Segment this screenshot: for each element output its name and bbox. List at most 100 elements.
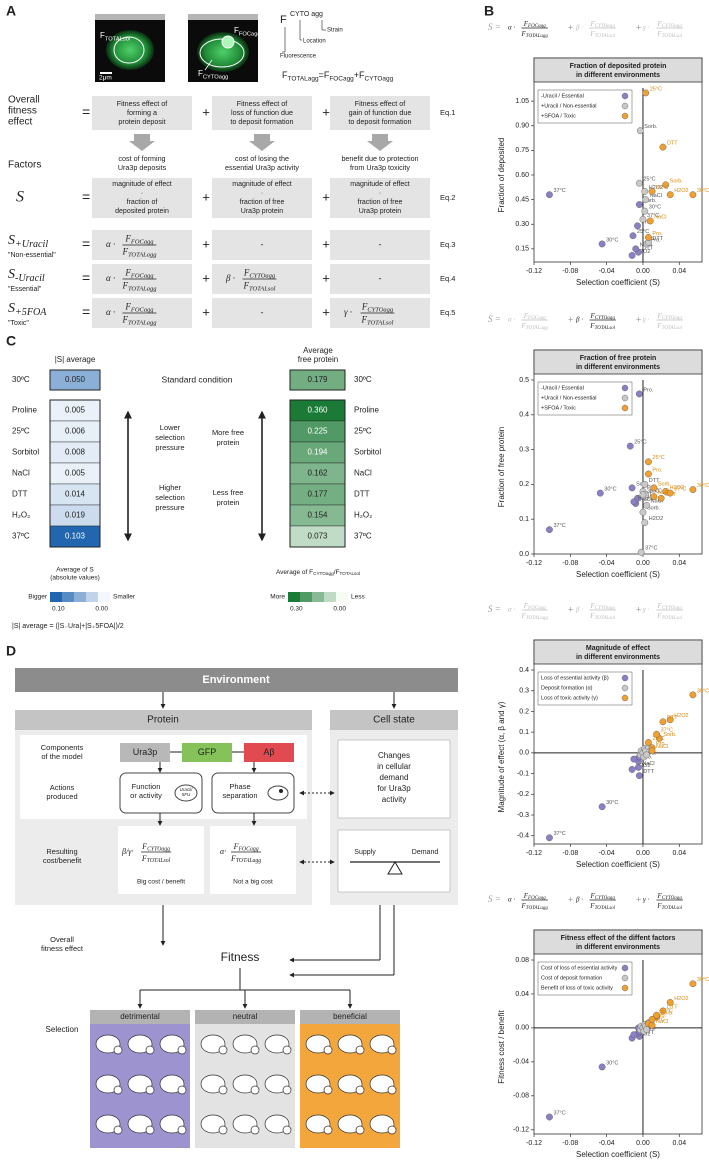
panel-label: D <box>6 643 16 659</box>
x-axis-label: Selection coefficient (S) <box>576 860 660 869</box>
term-coefficient: α · <box>508 24 515 32</box>
label: 5FU <box>182 792 191 797</box>
label: fitness <box>8 106 37 117</box>
point-label: 30°C <box>604 487 616 493</box>
point-label: Sorb. <box>644 124 658 130</box>
data-point <box>598 803 606 811</box>
x-axis-label: Selection coefficient (S) <box>576 1150 660 1159</box>
text-part: CYTOagg <box>249 273 276 280</box>
point-label: 25°C <box>637 229 649 235</box>
yeast-bud <box>177 1085 187 1095</box>
data-point <box>642 196 650 204</box>
denominator: FTOTALsol <box>656 322 682 332</box>
text-part: S <box>8 267 15 282</box>
text-part: FOCagg <box>329 75 354 82</box>
text-part: CYTOagg <box>662 895 683 901</box>
point-label: 37°C <box>647 213 659 219</box>
point-label: 30°C <box>649 205 661 211</box>
data-point <box>666 716 674 724</box>
label: Cell state <box>373 715 415 726</box>
equation-number: Eq.4 <box>440 274 455 283</box>
term-coefficient: α · <box>106 273 115 283</box>
equals: = <box>82 304 90 320</box>
label: Less <box>351 594 365 601</box>
plus: + <box>568 22 573 32</box>
plus: + <box>636 22 641 32</box>
condition: H₂O₂ <box>12 511 30 520</box>
legend-marker <box>621 394 629 402</box>
point-label: 25°C <box>643 177 655 183</box>
label: GFP <box>198 747 217 757</box>
point-label: H2O2 <box>649 516 663 522</box>
plot-frame <box>533 57 703 263</box>
data-point <box>643 1026 651 1034</box>
data-point <box>628 766 636 773</box>
s-label: S+5FOA <box>8 301 47 318</box>
numerator: FCYTOagg <box>590 891 616 901</box>
x-tick-label: 0.00 <box>636 850 650 857</box>
term-coefficient: γ · <box>643 606 650 614</box>
arrow <box>129 134 155 151</box>
equals: = <box>82 270 90 286</box>
denominator: FTOTALagg <box>520 30 548 40</box>
yeast-bud <box>355 1045 365 1055</box>
y-tick-label: 1.05 <box>515 98 529 105</box>
data-point <box>626 442 634 450</box>
y-tick-label: 0.4 <box>519 667 529 674</box>
y-tick-label: 0.00 <box>515 1025 529 1032</box>
denominator: FTOTALsol <box>656 902 682 912</box>
label: Not a big cost <box>233 879 273 886</box>
point-label: H2O2 <box>638 495 652 501</box>
yeast-bud <box>355 1125 365 1135</box>
data-point <box>653 1011 660 1019</box>
text-part: F <box>100 31 105 40</box>
data-point <box>639 508 647 516</box>
label: Protein <box>147 715 179 726</box>
text-part: F <box>520 612 526 620</box>
denominator: FTOTALsol <box>656 30 682 40</box>
label: Less free <box>213 488 244 497</box>
plus: + <box>322 236 330 251</box>
label: or activity <box>130 791 162 800</box>
point-label: Sorb. <box>670 178 684 184</box>
x-tick-label: -0.04 <box>599 850 615 857</box>
text-part: CYTOagg <box>147 847 170 853</box>
title-strip <box>533 639 703 665</box>
legend-entry: Loss of toxic activity (γ) <box>541 695 598 701</box>
scale-cell <box>288 592 300 602</box>
s-tag: "Non-essential" <box>8 252 56 259</box>
data-point <box>634 222 641 230</box>
term-coefficient: α · <box>508 316 515 324</box>
data-point <box>546 526 553 534</box>
text-part: F <box>590 601 596 609</box>
plus: + <box>202 304 210 319</box>
condition: 25ºC <box>354 427 372 436</box>
text-part: TOTALsol <box>662 33 683 39</box>
header-strip <box>15 710 312 730</box>
label: Fitness <box>221 950 260 964</box>
plus: + <box>568 894 573 904</box>
numerator: FFOCagg <box>124 234 154 246</box>
term-coefficient: β · <box>575 316 583 324</box>
label: Lower <box>160 423 181 432</box>
yeast-bud <box>282 1125 292 1135</box>
chart-title: Magnitude of effect <box>586 645 651 652</box>
yeast-bud <box>177 1045 187 1055</box>
point-label: Sorb. <box>661 1010 675 1016</box>
text-part: CYTOagg <box>595 605 616 611</box>
yeast-bud <box>250 1045 260 1055</box>
condition: DTT <box>12 490 28 499</box>
chart-title: Fraction of free protein <box>580 355 657 362</box>
point-label: 37°C <box>553 1110 565 1116</box>
dash: - <box>379 239 382 249</box>
box <box>330 96 430 130</box>
data-point <box>666 489 674 497</box>
text-part: TOTALsol <box>595 615 616 621</box>
cell-value: 0.177 <box>307 490 328 499</box>
image-bar <box>188 14 258 20</box>
point-label: NaCl <box>640 497 652 503</box>
y-tick-label: 0.4 <box>519 412 529 419</box>
plus: + <box>636 894 641 904</box>
